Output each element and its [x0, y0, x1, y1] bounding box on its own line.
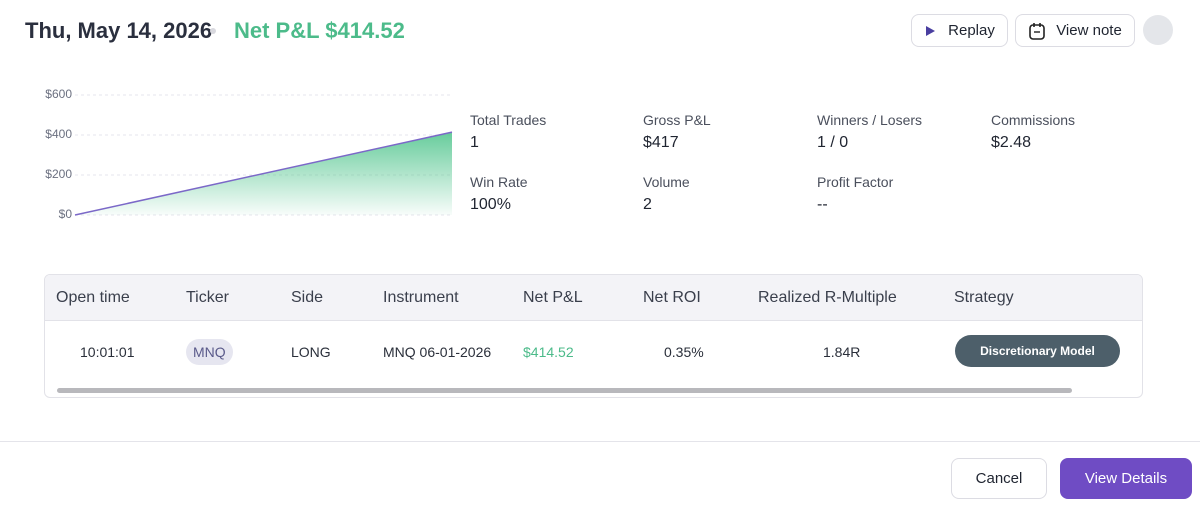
stat-label: Profit Factor [817, 174, 894, 190]
column-header: Net ROI [643, 289, 701, 306]
view-details-label: View Details [1084, 470, 1168, 487]
date: Thu, May 14, 2026 [25, 18, 213, 43]
stat-value: 1 / 0 [817, 134, 849, 151]
stat-value: $2.48 [991, 134, 1032, 151]
table-cell: 1.84R [823, 344, 861, 360]
separator-dot [210, 28, 216, 34]
y-tick-label: $600 [45, 87, 72, 101]
scrollbar[interactable] [57, 388, 1072, 393]
avatar[interactable] [1143, 15, 1173, 45]
stat-value: 100% [470, 196, 511, 213]
stat-value: 2 [643, 196, 652, 213]
column-header: Side [291, 289, 324, 306]
table-cell: MNQ 06-01-2026 [383, 344, 492, 360]
table-header [45, 275, 1142, 321]
view-details-button[interactable]: View Details [1060, 458, 1192, 499]
view-note-button[interactable]: View note [1015, 14, 1135, 47]
stat-label: Total Trades [470, 112, 547, 128]
stat-label: Win Rate [470, 174, 528, 190]
stat-label: Winners / Losers [817, 112, 923, 128]
stat-label: Gross P&L [643, 112, 711, 128]
table [44, 274, 1143, 398]
column-header: Realized R-Multiple [758, 289, 897, 306]
ticker-pill: MNQ [186, 339, 233, 365]
y-tick-label: $0 [59, 207, 73, 221]
net-pnl-cell: $414.52 [523, 344, 574, 360]
table-cell: LONG [291, 344, 331, 360]
column-header: Instrument [383, 289, 459, 306]
column-header: Ticker [186, 289, 229, 306]
play-icon [926, 25, 936, 36]
cancel-button[interactable]: Cancel [951, 458, 1047, 499]
view-note-label: View note [1056, 22, 1122, 39]
note-icon [1029, 22, 1045, 40]
column-header: Strategy [954, 289, 1014, 306]
stat-label: Commissions [991, 112, 1076, 128]
replay-button[interactable]: Replay [911, 14, 1008, 47]
column-header: Open time [56, 289, 130, 306]
stat-value: $417 [643, 134, 679, 151]
cancel-label: Cancel [975, 470, 1023, 487]
divider [0, 441, 1200, 442]
y-tick-label: $200 [45, 167, 72, 181]
table-cell: 10:01:01 [80, 344, 135, 360]
line [74, 131, 453, 216]
stat-value: 1 [470, 134, 479, 151]
replay-label: Replay [948, 22, 995, 39]
stat-label: Volume [643, 174, 690, 190]
stat-value: -- [817, 196, 828, 213]
chart: $0 $200 $400 $600 [45, 87, 453, 221]
strategy-pill: Discretionary Model [955, 335, 1120, 367]
y-tick-label: $400 [45, 127, 72, 141]
table-cell: 0.35% [664, 344, 704, 360]
column-header: Net P&L [523, 289, 583, 306]
net-pnl: Net P&L $414.52 [234, 18, 405, 43]
